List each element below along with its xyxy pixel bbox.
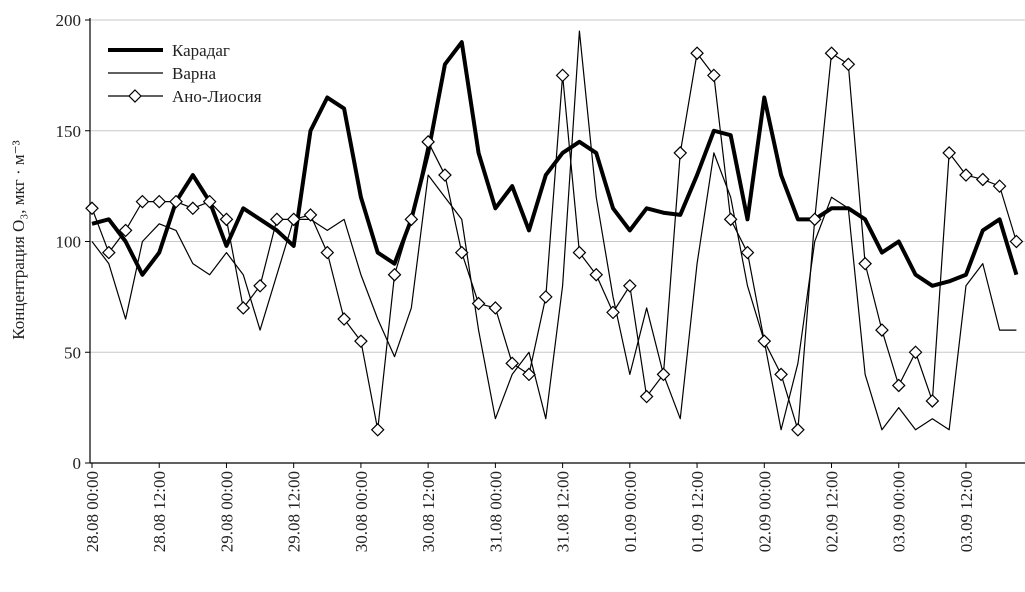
marker bbox=[522, 367, 536, 382]
marker bbox=[841, 57, 856, 72]
marker bbox=[572, 245, 587, 260]
marker bbox=[757, 334, 772, 349]
x-tick-label: 02.09 00:00 bbox=[755, 471, 774, 552]
marker bbox=[723, 212, 738, 227]
marker bbox=[471, 296, 486, 311]
y-axis-label: Концентрация O₃, мкг · м⁻³ bbox=[9, 140, 28, 339]
marker bbox=[438, 168, 452, 182]
marker bbox=[707, 68, 721, 83]
marker bbox=[370, 422, 385, 437]
marker bbox=[421, 134, 435, 149]
marker bbox=[824, 46, 839, 61]
legend-label: Карадаг bbox=[172, 41, 230, 60]
y-tick-label: 200 bbox=[56, 11, 82, 30]
marker bbox=[858, 256, 872, 271]
marker bbox=[690, 46, 704, 61]
marker bbox=[303, 208, 318, 222]
marker bbox=[135, 194, 150, 209]
marker bbox=[875, 323, 889, 337]
legend-marker bbox=[128, 89, 142, 103]
x-tick-label: 31.08 00:00 bbox=[486, 471, 505, 552]
marker bbox=[202, 194, 217, 209]
marker bbox=[404, 212, 419, 227]
marker bbox=[622, 278, 637, 293]
marker bbox=[85, 201, 99, 216]
x-tick-label: 02.09 12:00 bbox=[823, 471, 842, 552]
marker bbox=[975, 172, 990, 187]
x-tick-label: 01.09 00:00 bbox=[621, 471, 640, 552]
marker bbox=[959, 168, 973, 182]
marker bbox=[992, 179, 1007, 193]
marker bbox=[656, 367, 671, 382]
marker bbox=[807, 212, 822, 227]
marker bbox=[555, 68, 570, 83]
y-tick-label: 50 bbox=[64, 343, 81, 362]
x-tick-label: 03.09 00:00 bbox=[890, 471, 909, 552]
x-tick-label: 03.09 12:00 bbox=[957, 471, 976, 552]
series-line bbox=[91, 40, 1019, 288]
marker bbox=[891, 378, 906, 393]
marker bbox=[185, 201, 200, 216]
marker bbox=[639, 389, 654, 404]
marker bbox=[488, 301, 503, 315]
series-line bbox=[91, 30, 1017, 431]
marker bbox=[1009, 234, 1024, 249]
x-tick-label: 28.08 00:00 bbox=[83, 471, 102, 552]
marker bbox=[118, 223, 133, 238]
marker bbox=[236, 301, 251, 315]
marker bbox=[589, 267, 604, 282]
x-tick-label: 01.09 12:00 bbox=[688, 471, 707, 552]
marker bbox=[942, 146, 957, 160]
x-tick-label: 31.08 12:00 bbox=[554, 471, 573, 552]
marker bbox=[320, 245, 335, 260]
x-tick-label: 29.08 00:00 bbox=[217, 471, 236, 552]
marker bbox=[169, 194, 183, 209]
marker bbox=[253, 278, 267, 293]
marker bbox=[454, 245, 469, 260]
x-tick-label: 30.08 12:00 bbox=[419, 471, 438, 552]
y-tick-label: 0 bbox=[73, 454, 82, 473]
x-tick-label: 29.08 12:00 bbox=[285, 471, 304, 552]
legend-label: Ано-Лиосия bbox=[172, 87, 262, 106]
marker bbox=[101, 245, 116, 260]
marker bbox=[219, 212, 234, 227]
marker bbox=[505, 356, 520, 371]
marker bbox=[270, 212, 284, 227]
marker bbox=[337, 312, 351, 326]
marker bbox=[152, 194, 167, 209]
marker bbox=[286, 212, 301, 227]
marker bbox=[908, 345, 923, 360]
marker bbox=[387, 267, 402, 282]
marker bbox=[673, 146, 688, 160]
marker bbox=[774, 367, 788, 382]
legend-label: Варна bbox=[172, 64, 216, 83]
marker bbox=[740, 245, 755, 260]
x-tick-label: 28.08 12:00 bbox=[150, 471, 169, 552]
marker bbox=[606, 305, 620, 320]
marker bbox=[538, 290, 553, 304]
x-tick-label: 30.08 00:00 bbox=[352, 471, 371, 552]
y-tick-label: 100 bbox=[56, 233, 82, 252]
marker bbox=[354, 334, 368, 349]
marker bbox=[925, 394, 940, 408]
y-tick-label: 150 bbox=[56, 122, 82, 141]
marker bbox=[791, 422, 805, 437]
